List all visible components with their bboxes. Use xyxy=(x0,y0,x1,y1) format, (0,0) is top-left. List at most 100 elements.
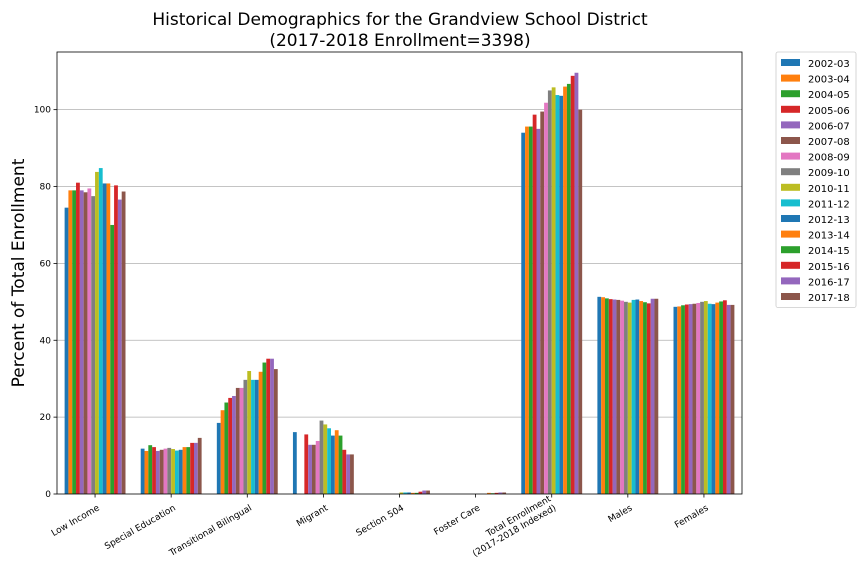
bar xyxy=(635,299,640,494)
bar xyxy=(243,379,248,494)
legend-swatch xyxy=(781,230,800,238)
x-axis-ticks: Low Income Special EducationTransitional … xyxy=(50,494,711,559)
legend-entry: 2002-03 xyxy=(808,59,850,70)
legend-entry: 2013-14 xyxy=(808,231,850,242)
bar xyxy=(91,196,96,494)
bar xyxy=(117,199,122,494)
bar xyxy=(258,371,263,494)
bar xyxy=(197,437,202,494)
bar xyxy=(159,449,164,494)
chart-title-line2: (2017-2018 Enrollment=3398) xyxy=(269,31,530,51)
y-tick-label: 40 xyxy=(40,336,52,346)
bar xyxy=(110,224,115,494)
bar xyxy=(498,492,503,494)
bar xyxy=(536,128,541,494)
bar xyxy=(570,75,575,495)
legend-swatch xyxy=(781,277,800,285)
bar xyxy=(174,450,179,494)
bar xyxy=(155,450,160,494)
bar xyxy=(72,190,77,494)
bar xyxy=(323,424,328,494)
bar xyxy=(167,447,172,494)
bar xyxy=(677,306,682,494)
bar xyxy=(551,87,556,495)
bar xyxy=(232,395,236,494)
bar xyxy=(639,301,644,494)
bar xyxy=(171,449,175,494)
legend-entry: 2015-16 xyxy=(808,262,850,273)
legend-entry: 2008-09 xyxy=(808,153,850,164)
legend-swatch xyxy=(781,121,800,129)
y-tick-label: 100 xyxy=(34,106,51,116)
bar xyxy=(224,402,229,494)
x-tick-label: Males xyxy=(607,503,635,525)
y-axis-label: Percent of Total Enrollment xyxy=(9,158,29,387)
bar xyxy=(715,302,720,494)
legend-swatch xyxy=(781,261,800,269)
legend-swatch xyxy=(781,168,800,176)
bar xyxy=(616,299,621,494)
bar xyxy=(525,126,529,494)
bar xyxy=(627,302,632,494)
legend-entry: 2012-13 xyxy=(808,215,850,226)
legend-entry: 2016-17 xyxy=(808,277,850,288)
bar xyxy=(106,183,111,494)
bar xyxy=(673,306,678,494)
legend-entry: 2017-18 xyxy=(808,293,850,304)
bar xyxy=(292,432,297,494)
bar xyxy=(566,83,571,494)
bar xyxy=(414,492,419,494)
legend-entry: 2007-08 xyxy=(808,137,850,148)
bar xyxy=(681,305,685,494)
bar xyxy=(696,302,701,494)
bar xyxy=(643,302,647,494)
bar xyxy=(547,90,552,494)
legend-swatch xyxy=(781,183,800,191)
bar xyxy=(559,95,564,495)
legend-entry: 2010-11 xyxy=(808,184,850,195)
bar xyxy=(266,358,271,494)
bar xyxy=(605,298,609,494)
bar xyxy=(346,454,351,494)
bar xyxy=(707,303,712,494)
bar xyxy=(148,445,153,494)
legend-entry: 2005-06 xyxy=(808,106,850,117)
bar xyxy=(190,442,194,494)
legend-entry: 2009-10 xyxy=(808,168,850,179)
bar xyxy=(620,300,625,494)
bar xyxy=(76,182,80,494)
bar xyxy=(83,192,88,494)
legend-entry: 2006-07 xyxy=(808,121,850,132)
bar xyxy=(262,362,267,494)
bar xyxy=(494,492,499,494)
bar xyxy=(544,102,548,494)
legend-swatch xyxy=(781,90,800,98)
legend-entry: 2011-12 xyxy=(808,199,850,210)
bar xyxy=(228,397,233,494)
bar xyxy=(578,109,583,495)
bar xyxy=(700,301,704,494)
legend-swatch xyxy=(781,246,800,254)
x-tick-label: Transitional Bilingual xyxy=(167,503,254,559)
bar xyxy=(692,303,697,494)
bar xyxy=(540,111,545,494)
bar xyxy=(273,369,278,494)
bar xyxy=(220,410,225,494)
bar xyxy=(163,448,168,494)
x-tick-label: Low Income xyxy=(50,503,102,539)
x-tick-label: Females xyxy=(673,503,711,530)
bar xyxy=(684,304,689,494)
bar xyxy=(216,422,221,494)
bar xyxy=(239,387,244,494)
bar xyxy=(270,358,274,494)
legend-entry: 2003-04 xyxy=(808,75,850,86)
y-tick-label: 60 xyxy=(40,259,52,269)
x-tick-label: Section 504 xyxy=(355,503,407,539)
legend-swatch xyxy=(781,215,800,222)
legend-swatch xyxy=(781,293,800,300)
legend-swatch xyxy=(781,59,800,66)
bar xyxy=(64,207,69,494)
bar xyxy=(502,492,507,494)
bar xyxy=(178,449,183,494)
bar xyxy=(612,299,617,494)
